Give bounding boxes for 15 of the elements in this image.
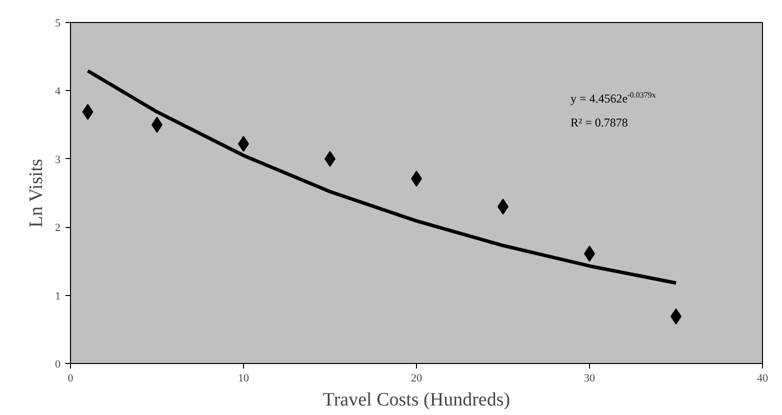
line-series xyxy=(86,69,678,285)
x-tick-label: 40 xyxy=(757,372,768,384)
y-tick-label: 0 xyxy=(55,358,61,370)
annotation: R² = 0.7878 xyxy=(570,116,628,130)
y-tick-label: 1 xyxy=(55,290,60,302)
y-axis-title: Ln Visits xyxy=(26,158,47,228)
x-tick-label: 0 xyxy=(68,372,74,384)
y-tick-label: 3 xyxy=(55,154,61,166)
x-tick-label: 20 xyxy=(411,372,422,384)
y-tick-label: 2 xyxy=(55,222,60,234)
y-tick-label: 5 xyxy=(55,18,61,30)
x-tick-label: 10 xyxy=(238,372,250,384)
y-tick-label: 4 xyxy=(55,86,61,98)
x-axis-title: Travel Costs (Hundreds) xyxy=(322,390,510,410)
x-tick-label: 30 xyxy=(584,372,596,384)
